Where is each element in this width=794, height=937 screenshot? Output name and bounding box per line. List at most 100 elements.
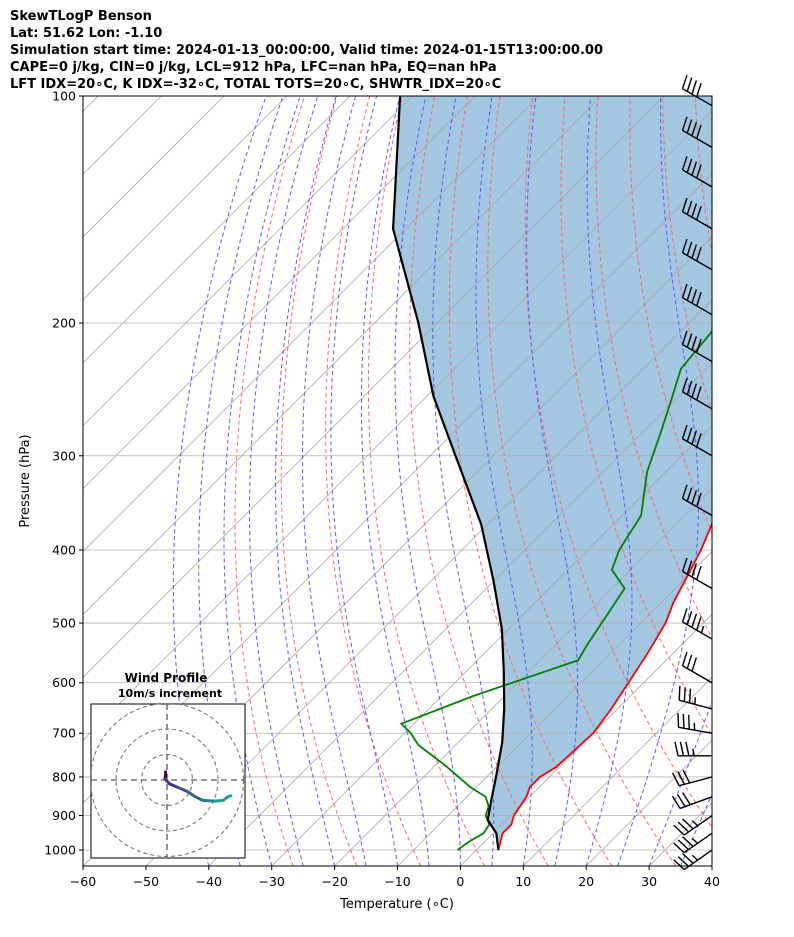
barb-flag xyxy=(686,487,693,502)
barb-half-flag xyxy=(691,837,698,844)
x-axis-label: Temperature (∘C) xyxy=(339,897,454,912)
wind-barb xyxy=(681,484,713,517)
barb-staff xyxy=(682,211,713,230)
wind-barb xyxy=(681,378,713,410)
barb-flag xyxy=(696,292,702,307)
pressure-gridlines xyxy=(83,96,712,851)
barb-flag xyxy=(673,824,685,836)
barb-flag xyxy=(682,713,685,729)
barb-flag xyxy=(688,714,690,730)
plot-area xyxy=(83,96,794,866)
wind-barb xyxy=(673,849,713,871)
moist-adiabat xyxy=(172,96,267,866)
barb-flag xyxy=(691,563,698,578)
isotherm xyxy=(83,110,712,741)
barb-staff xyxy=(679,796,713,810)
isotherm xyxy=(83,96,225,238)
profile-lines xyxy=(391,96,712,851)
barb-flag xyxy=(672,772,680,787)
dry-adiabat xyxy=(524,96,712,829)
wind-barb xyxy=(673,832,713,854)
barb-flag xyxy=(681,330,688,345)
barb-flag xyxy=(677,771,686,785)
barb-flag xyxy=(681,557,688,572)
dry-adiabat xyxy=(629,96,712,534)
moist-adiabat xyxy=(302,96,367,866)
moist-adiabat xyxy=(475,96,533,866)
isotherm xyxy=(83,96,351,364)
barb-flag xyxy=(696,338,702,353)
x-tick-label: 0 xyxy=(456,874,464,889)
barb-flag xyxy=(691,336,698,351)
x-tick-label: 40 xyxy=(704,874,720,889)
dry-adiabat xyxy=(367,96,485,866)
barb-flag xyxy=(696,124,702,139)
barb-flag xyxy=(686,560,693,575)
isotherm xyxy=(83,96,539,553)
barb-staff xyxy=(682,88,713,107)
barb-staff xyxy=(682,252,713,271)
wind-barb xyxy=(672,769,713,787)
barb-flag xyxy=(673,842,685,854)
x-tick-label: −10 xyxy=(384,874,410,889)
barb-flag xyxy=(686,200,693,215)
dry-adiabats xyxy=(234,96,794,866)
barb-flag xyxy=(696,616,702,631)
wind-barb xyxy=(681,608,713,640)
wind-barb xyxy=(681,651,713,684)
wind-barb xyxy=(678,685,713,710)
isotherm xyxy=(208,362,712,866)
barb-flag xyxy=(686,333,693,348)
barb-staff xyxy=(682,297,713,316)
x-tick-label: −30 xyxy=(259,874,285,889)
dry-adiabat xyxy=(448,96,613,866)
wind-barb xyxy=(681,424,713,457)
hodograph-title: Wind Profile xyxy=(125,671,208,685)
station-location: Lat: 51.62 Lon: -1.10 xyxy=(10,26,163,41)
moist-adiabat xyxy=(617,96,699,866)
wind-barb xyxy=(674,741,712,757)
dry-adiabat xyxy=(325,96,422,866)
barb-flag xyxy=(683,687,686,702)
barb-staff xyxy=(682,438,713,457)
barb-half-flag xyxy=(692,748,696,756)
wind-barb xyxy=(681,74,713,107)
dry-adiabat xyxy=(409,96,549,866)
moist-adiabat xyxy=(249,96,319,866)
hodograph-trace xyxy=(175,785,189,793)
moist-adiabat xyxy=(711,864,712,866)
x-tick-label: −50 xyxy=(133,874,159,889)
barb-staff xyxy=(678,776,713,787)
hodograph-trace xyxy=(201,798,217,803)
barb-flag xyxy=(686,380,693,395)
wind-barb xyxy=(681,238,713,271)
moist-adiabat xyxy=(330,96,398,866)
barb-flag xyxy=(686,241,693,256)
barb-flag xyxy=(681,424,688,439)
hodograph-trace xyxy=(226,794,233,799)
barb-flag xyxy=(686,77,693,92)
barb-flag xyxy=(691,490,698,505)
isotherm xyxy=(83,96,602,615)
wind-barb xyxy=(681,156,713,188)
barb-flag xyxy=(691,122,698,137)
hodograph-subtitle: 10m/s increment xyxy=(118,687,222,700)
isotherm xyxy=(775,96,794,866)
barb-flag xyxy=(681,238,688,253)
y-axis-label: Pressure (hPa) xyxy=(18,434,33,527)
dry-adiabat xyxy=(234,96,305,866)
barb-staff xyxy=(682,129,713,149)
chart-title: SkewTLogP Benson xyxy=(10,9,152,24)
barb-flag xyxy=(682,853,694,864)
axes: −60 −50 −40 −30 −20 −10 0 10 20 30 40 100 200 300 400 5… xyxy=(44,89,720,890)
barb-flag xyxy=(678,685,681,701)
y-tick-label: 100 xyxy=(52,89,76,104)
barb-flag xyxy=(691,430,698,445)
barb-staff xyxy=(682,497,713,517)
barb-flag xyxy=(696,492,702,507)
wind-barb xyxy=(681,283,713,316)
y-tick-label: 800 xyxy=(52,769,76,784)
barb-flag xyxy=(681,651,688,666)
barb-staff xyxy=(678,699,713,710)
dry-adiabat xyxy=(728,96,794,866)
